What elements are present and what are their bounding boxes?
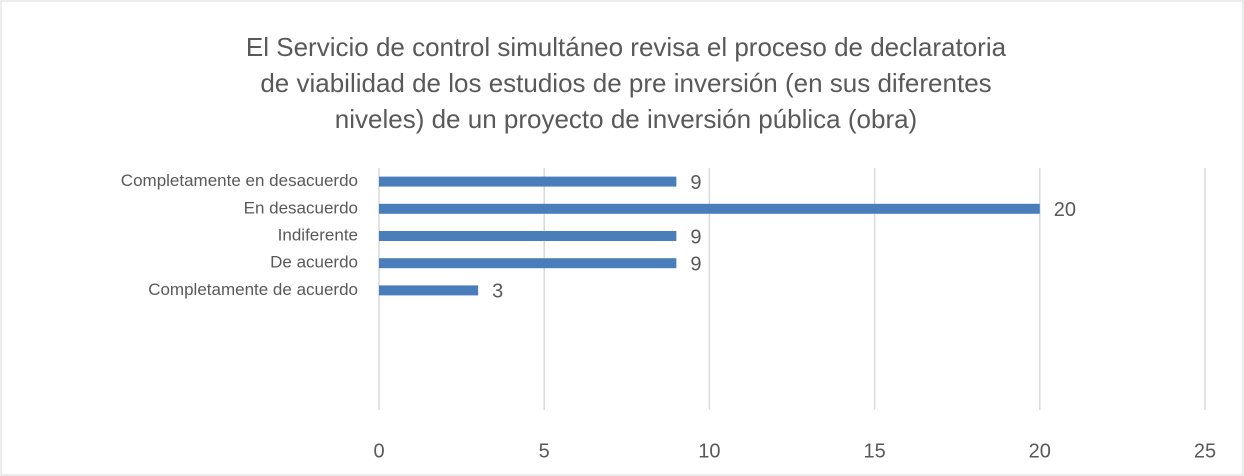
chart-title: El Servicio de control simultáneo revisa… <box>246 32 1007 62</box>
y-tick-label: Completamente de acuerdo <box>148 280 358 299</box>
bar <box>379 176 677 187</box>
x-tick-label: 0 <box>373 440 384 462</box>
chart-title: niveles) de un proyecto de inversión púb… <box>335 104 917 134</box>
bar <box>379 285 479 296</box>
y-tick-label: Indiferente <box>278 225 358 244</box>
y-tick-label: En desacuerdo <box>244 198 358 217</box>
data-label: 20 <box>1054 199 1076 221</box>
x-tick-label: 10 <box>698 440 720 462</box>
data-label: 9 <box>690 172 701 194</box>
x-tick-label: 15 <box>863 440 885 462</box>
y-tick-label: De acuerdo <box>270 253 358 272</box>
bar <box>379 258 677 269</box>
data-label: 9 <box>690 253 701 275</box>
x-tick-label: 5 <box>539 440 550 462</box>
y-tick-label: Completamente en desacuerdo <box>121 171 358 190</box>
chart-title: de viabilidad de los estudios de pre inv… <box>260 68 991 98</box>
x-tick-label: 20 <box>1029 440 1051 462</box>
bar <box>379 231 677 241</box>
data-label: 3 <box>492 281 503 303</box>
x-tick-label: 25 <box>1194 440 1216 462</box>
data-label: 9 <box>690 226 701 248</box>
bar <box>379 203 1040 214</box>
